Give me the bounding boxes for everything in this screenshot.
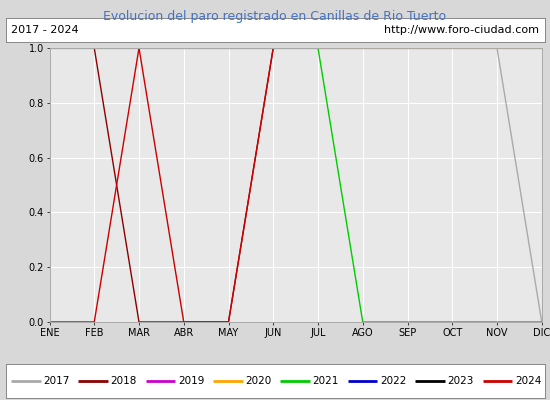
Text: 2024: 2024 <box>515 376 541 386</box>
Text: 2023: 2023 <box>448 376 474 386</box>
Text: 2020: 2020 <box>245 376 272 386</box>
Text: http://www.foro-ciudad.com: http://www.foro-ciudad.com <box>384 25 539 35</box>
Text: 2022: 2022 <box>380 376 406 386</box>
Text: Evolucion del paro registrado en Canillas de Rio Tuerto: Evolucion del paro registrado en Canilla… <box>103 10 447 23</box>
Text: 2019: 2019 <box>178 376 205 386</box>
Text: 2018: 2018 <box>111 376 137 386</box>
Text: 2017: 2017 <box>43 376 70 386</box>
Text: 2017 - 2024: 2017 - 2024 <box>11 25 79 35</box>
Text: 2021: 2021 <box>313 376 339 386</box>
